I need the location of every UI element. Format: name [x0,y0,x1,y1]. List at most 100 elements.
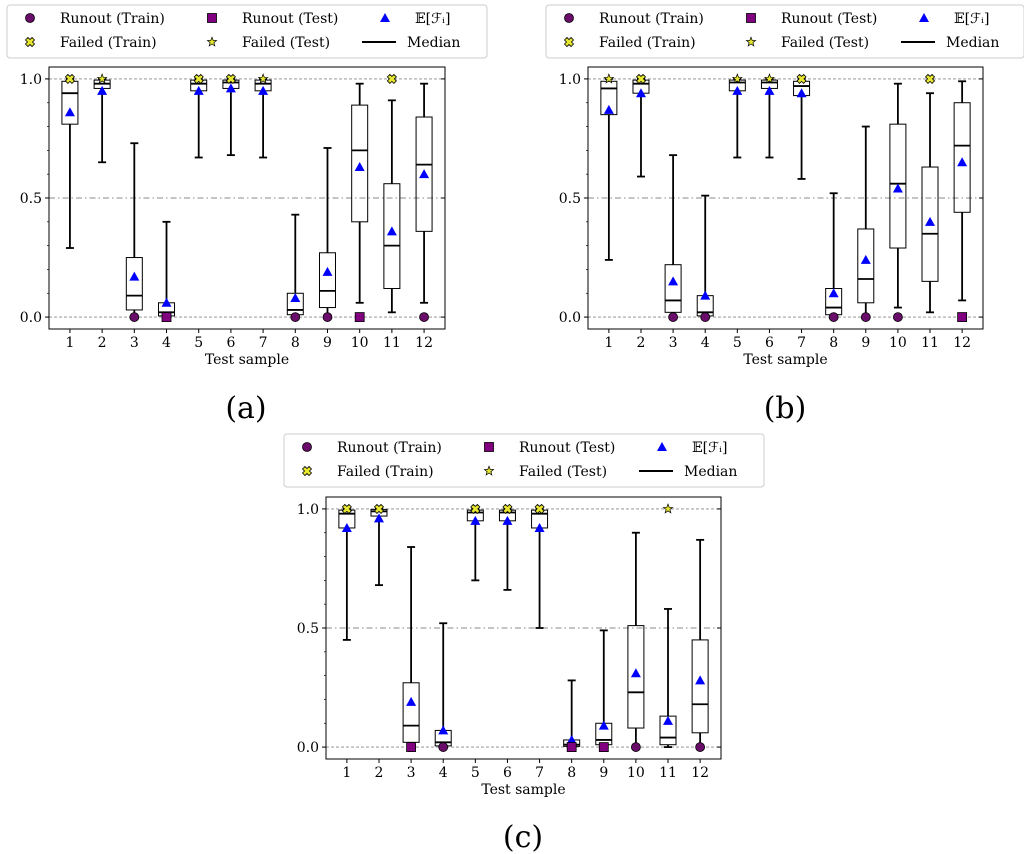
mean-marker [470,515,481,525]
legend-marker-failed-test [206,36,218,47]
legend-label: Median [407,35,460,51]
box-10 [889,82,907,309]
box-11 [383,99,401,314]
iqr-box [953,102,971,213]
legend-label: 𝔼[ℱᵢ] [415,11,450,27]
point-failed-train [225,73,236,84]
legend-marker-expectation [657,442,667,451]
legend-item-expectation: 𝔼[ℱᵢ] [919,11,989,27]
panel-label: (b) [764,391,807,426]
point-runout-train [438,742,449,752]
box-4 [696,194,714,318]
legend-label: Runout (Train) [337,440,442,456]
iqr-box [125,257,143,311]
legend-label: Failed (Test) [519,464,607,480]
legend-marker-failed-train [563,36,575,48]
box-8 [563,679,581,748]
mean-marker [64,107,75,117]
point-failed-train [373,503,385,514]
box-7 [531,508,549,629]
legend-label: Runout (Test) [519,440,615,456]
x-tick-label: 10 [627,765,645,781]
legend-marker-failed-test [483,465,495,476]
legend-marker-failed-train [24,36,36,48]
legend-label: Median [946,35,999,51]
x-tick-label: 11 [383,335,401,351]
legend-marker-runout-train [25,13,35,23]
legend-frame [545,4,1024,59]
iqr-box [627,625,645,729]
mean-marker [957,157,968,167]
x-tick-label: 6 [226,335,235,351]
x-tick-label: 11 [659,765,677,781]
legend-label: Runout (Test) [242,11,338,27]
box-9 [857,125,875,318]
y-tick-label: 0.5 [559,191,581,207]
legend: Runout (Train) Runout (Test) 𝔼[ℱᵢ] Failed (… [545,4,1024,59]
point-failed-test [763,73,775,84]
x-tick-label: 12 [953,335,971,351]
point-failed-train [64,73,75,84]
mean-marker [406,696,417,706]
mean-marker [341,522,352,532]
box-6 [222,78,240,157]
box-4 [158,220,176,318]
point-failed-train [502,503,513,514]
box-6 [498,508,516,591]
box-11 [659,608,677,748]
box-2 [632,78,650,178]
x-tick-label: 1 [604,335,613,351]
box-8 [825,192,843,318]
x-tick-label: 4 [439,765,448,781]
x-tick-label: 5 [194,335,203,351]
legend-label: Failed (Test) [781,35,869,51]
x-tick-label: 11 [921,335,939,351]
point-runout-train [828,312,839,322]
box-9 [595,629,613,748]
point-runout-train [695,742,706,752]
box-1 [338,508,356,641]
mean-marker [534,522,545,532]
point-runout-train [700,312,711,322]
x-tick-label: 4 [162,335,171,351]
point-failed-train [470,503,481,514]
x-tick-label: 8 [567,765,576,781]
x-tick-label: 8 [829,335,838,351]
mean-marker [193,85,204,95]
box-8 [286,213,304,318]
point-failed-train [341,503,352,514]
y-tick-label: 0.5 [20,191,42,207]
mean-marker [322,266,333,276]
iqr-box [889,123,907,249]
legend-frame [283,433,765,488]
legend-label: Failed (Train) [60,35,157,51]
mean-marker [796,88,807,98]
iqr-box [691,639,709,734]
x-tick-label: 7 [535,765,544,781]
mean-marker [373,513,384,523]
y-tick-label: 1.0 [559,72,581,88]
legend-item-failed-test: Failed (Test) [206,35,330,51]
panel-label: (a) [225,391,266,426]
legend-label: 𝔼[ℱᵢ] [692,440,727,456]
point-runout-train [668,312,679,322]
box-5 [190,78,208,159]
x-axis-label: Test sample [481,782,565,798]
iqr-box [402,682,420,743]
mean-marker [668,276,679,286]
legend-marker-expectation [919,13,929,22]
mean-marker [700,290,711,300]
box-3 [402,546,420,748]
legend-frame [6,4,488,59]
y-tick-label: 1.0 [297,502,319,518]
x-tick-label: 4 [701,335,710,351]
x-tick-label: 9 [861,335,870,351]
mean-marker [663,715,674,725]
legend: Runout (Train) Runout (Test) 𝔼[ℱᵢ] Failed (… [6,4,488,59]
legend-label: Runout (Train) [60,11,165,27]
point-failed-train [534,503,545,514]
iqr-box [921,166,939,282]
legend-item-runout-train: Runout (Train) [564,11,704,27]
x-tick-label: 12 [415,335,433,351]
box-12 [415,82,433,304]
